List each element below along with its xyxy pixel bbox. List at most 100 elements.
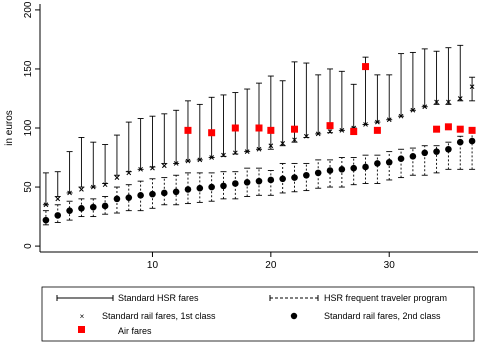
legend-label-hsr: Standard HSR fares xyxy=(118,293,199,303)
second-class-marker xyxy=(243,179,251,186)
first-class-marker xyxy=(280,140,286,146)
legend-label-second-class: Standard rail fares, 2nd class xyxy=(324,311,441,321)
air-fare-markers xyxy=(184,63,476,137)
hsr-ranges xyxy=(42,44,476,206)
first-class-marker xyxy=(90,184,96,190)
air-fare-marker xyxy=(468,126,476,134)
second-class-marker xyxy=(374,160,381,167)
first-class-marker-stroke xyxy=(410,107,416,113)
first-class-marker-stroke xyxy=(256,146,262,152)
first-class-marker-stroke xyxy=(102,182,108,188)
first-class-marker-stroke xyxy=(303,133,309,139)
second-class-marker xyxy=(220,182,227,190)
second-class-marker xyxy=(255,177,263,185)
first-class-marker-stroke xyxy=(422,104,428,110)
y-tick-label: 50 xyxy=(23,181,34,193)
y-tick-label: 150 xyxy=(23,60,34,77)
first-class-marker xyxy=(43,202,49,208)
second-class-marker xyxy=(362,163,369,171)
x-tick-label: 20 xyxy=(265,260,277,271)
second-class-marker xyxy=(397,155,405,163)
air-fare-marker xyxy=(326,122,334,130)
first-class-marker-stroke xyxy=(327,129,333,134)
first-class-marker xyxy=(292,137,297,143)
second-class-marker xyxy=(89,203,97,211)
first-class-marker-stroke xyxy=(126,170,132,176)
second-class-marker xyxy=(267,176,275,184)
second-class-marker xyxy=(125,194,133,201)
first-class-marker xyxy=(339,128,345,133)
second-class-marker xyxy=(101,202,109,210)
first-class-marker xyxy=(79,187,84,192)
first-class-marker-stroke xyxy=(434,99,439,105)
air-fare-marker xyxy=(208,129,216,137)
first-class-marker-stroke xyxy=(292,137,297,143)
first-class-marker xyxy=(161,163,167,169)
second-class-marker xyxy=(421,149,429,157)
air-fare-marker xyxy=(267,126,275,134)
first-class-marker-stroke xyxy=(398,113,404,119)
second-class-marker xyxy=(196,184,204,192)
x-tick-label: 30 xyxy=(384,260,396,271)
air-fare-marker xyxy=(433,125,441,133)
first-class-marker-stroke xyxy=(232,150,238,156)
first-class-marker-stroke xyxy=(67,190,72,196)
first-class-marker-stroke xyxy=(173,161,179,166)
first-class-marker-stroke xyxy=(375,119,380,125)
legend-label-frequent: HSR frequent traveler program xyxy=(324,293,447,303)
air-fare-marker xyxy=(456,125,464,133)
air-fare-marker xyxy=(362,63,370,71)
first-class-marker xyxy=(457,96,463,101)
first-class-marker xyxy=(469,84,475,90)
first-class-marker xyxy=(126,170,132,176)
first-class-marker-stroke xyxy=(268,143,274,149)
second-class-markers xyxy=(42,137,476,224)
first-class-marker-stroke xyxy=(138,166,143,172)
second-class-marker xyxy=(445,145,452,153)
first-class-marker xyxy=(232,150,238,156)
second-class-marker xyxy=(113,195,121,203)
first-class-marker xyxy=(185,158,191,164)
air-fare-marker xyxy=(255,124,263,132)
first-class-marker-stroke xyxy=(446,99,451,105)
first-class-marker-stroke xyxy=(150,165,155,171)
second-class-marker xyxy=(326,167,334,174)
first-class-marker-stroke xyxy=(114,175,120,180)
second-class-marker xyxy=(433,148,440,155)
first-class-marker xyxy=(375,119,380,125)
x-tick-label: 10 xyxy=(147,260,159,271)
second-class-marker xyxy=(232,180,239,187)
first-class-marker-stroke xyxy=(79,187,84,192)
second-class-marker xyxy=(303,171,310,179)
legend-key-air xyxy=(78,326,85,333)
legend-key-first-class: × xyxy=(80,312,85,321)
second-class-marker xyxy=(208,183,215,191)
second-class-marker xyxy=(42,216,50,224)
second-class-marker xyxy=(338,166,346,173)
legend: Standard HSR fares HSR frequent traveler… xyxy=(41,286,475,342)
second-class-marker xyxy=(160,189,168,197)
first-class-marker xyxy=(410,107,416,113)
y-axis-label: in euros xyxy=(4,110,15,146)
first-class-marker-stroke xyxy=(339,128,345,133)
first-class-marker-stroke xyxy=(363,122,368,127)
first-class-marker xyxy=(386,117,392,123)
second-class-marker xyxy=(350,164,358,172)
first-class-marker xyxy=(315,131,321,137)
first-class-marker-stroke xyxy=(209,155,215,160)
first-class-marker-stroke xyxy=(386,117,392,123)
legend-label-first-class: Standard rail fares, 1st class xyxy=(102,311,216,321)
first-class-marker-stroke xyxy=(457,96,463,101)
first-class-marker-stroke xyxy=(197,157,203,163)
first-class-marker-stroke xyxy=(221,152,226,158)
first-class-marker-stroke xyxy=(280,140,286,146)
first-class-marker xyxy=(422,104,428,110)
first-class-marker xyxy=(114,175,120,180)
second-class-marker xyxy=(78,205,85,212)
first-class-marker xyxy=(209,155,215,160)
legend-label-air: Air fares xyxy=(118,326,152,336)
y-tick-label: 0 xyxy=(23,243,34,249)
first-class-marker xyxy=(398,113,404,119)
first-class-marker-stroke xyxy=(185,158,191,164)
second-class-marker xyxy=(291,174,298,181)
